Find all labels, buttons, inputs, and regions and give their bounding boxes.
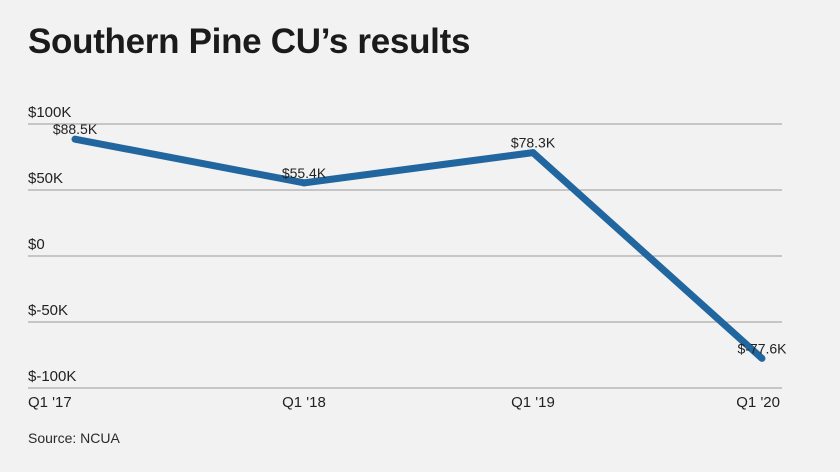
y-axis-ticks: $100K $50K $0 $-50K $-100K [28, 104, 76, 385]
data-label: $-77.6K [737, 340, 787, 356]
source-note: Source: NCUA [28, 430, 120, 446]
data-point [300, 179, 308, 187]
x-tick-label: Q1 '19 [511, 394, 555, 411]
data-point [758, 354, 766, 362]
y-tick-label: $50K [28, 170, 63, 187]
x-tick-label: Q1 '20 [736, 394, 780, 411]
series-line-group [71, 135, 766, 362]
x-axis-ticks: Q1 '17 Q1 '18 Q1 '19 Q1 '20 [28, 394, 780, 411]
x-tick-label: Q1 '18 [282, 394, 326, 411]
chart-title: Southern Pine CU’s results [28, 22, 471, 61]
series-line [74, 135, 765, 362]
y-tick-label: $-50K [28, 302, 68, 319]
data-labels: $88.5K $55.4K $78.3K $-77.6K [53, 121, 787, 356]
x-tick-label: Q1 '17 [28, 394, 72, 411]
y-tick-label: $100K [28, 104, 71, 121]
data-point [71, 135, 79, 143]
data-label: $88.5K [53, 121, 98, 137]
y-tick-label: $0 [28, 236, 45, 253]
data-point [529, 149, 537, 157]
data-label: $55.4K [282, 165, 327, 181]
data-label: $78.3K [511, 135, 556, 151]
gridlines [28, 123, 782, 389]
y-tick-label: $-100K [28, 368, 76, 385]
